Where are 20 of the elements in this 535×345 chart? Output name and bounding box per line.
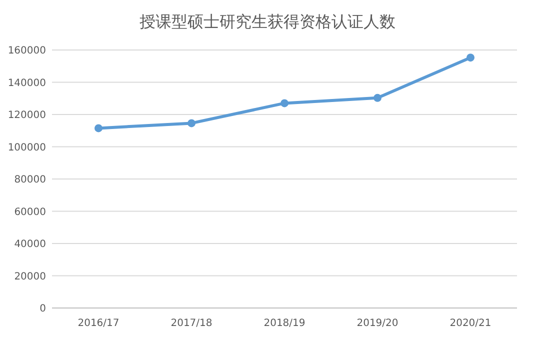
- point: [94, 124, 102, 132]
- y-tick-label: 120000: [8, 110, 46, 121]
- x-tick-label: 2019/20: [356, 318, 398, 329]
- point: [374, 94, 382, 102]
- y-tick-label: 0: [40, 304, 46, 314]
- x-tick-label: 2020/21: [450, 318, 492, 329]
- point: [466, 54, 474, 62]
- y-tick-label: 140000: [8, 78, 46, 89]
- x-tick-label: 2017/18: [170, 318, 212, 329]
- y-tick-label: 20000: [14, 271, 46, 282]
- point: [280, 99, 288, 108]
- y-tick-label: 60000: [14, 206, 46, 218]
- y-tick-label: 100000: [8, 142, 46, 154]
- y-tick-label: 160000: [8, 46, 46, 56]
- chart-title: 授课型硕士研究生获得资格认证人数: [140, 12, 396, 31]
- y-tick-label: 40000: [14, 239, 46, 250]
- y-tick-label: 80000: [14, 174, 46, 186]
- x-tick-label: 2016/17: [78, 318, 120, 329]
- x-tick-label: 2018/19: [264, 318, 306, 329]
- point: [188, 119, 196, 128]
